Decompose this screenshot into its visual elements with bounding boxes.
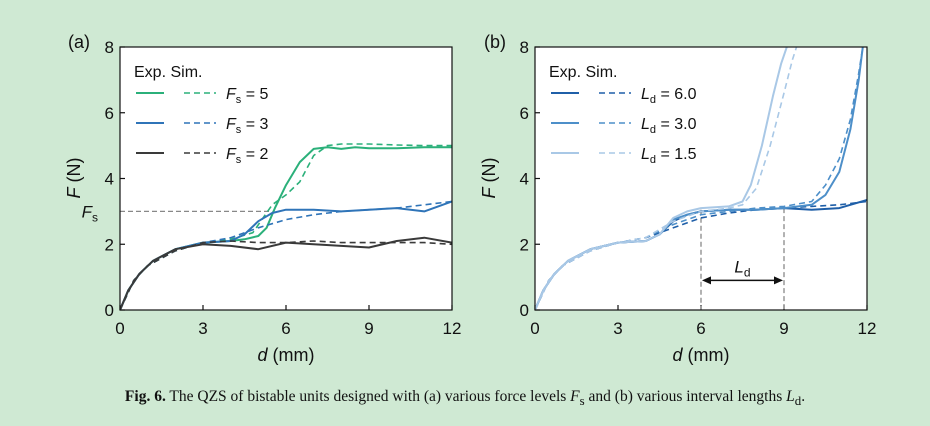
panel-a-legend-label-fs-3: Fs = 3 (226, 116, 269, 136)
panel-b-legend-label-ld-1-5: Ld = 1.5 (641, 146, 697, 166)
panel-a-ytick-label-2: 4 (105, 170, 114, 189)
panel-b-xtick-label-0: 0 (530, 319, 539, 338)
caption-var-1: F (570, 388, 580, 405)
ld-annotation-label: Ld (734, 257, 750, 279)
panel-b-series-ld-6-0-sim (535, 200, 867, 310)
panel-b-ylabel: F (N) (479, 158, 499, 199)
panel-b-xtick-label-1: 3 (613, 319, 622, 338)
panel-a-xtick-label-3: 9 (364, 319, 373, 338)
ld-arrowhead-left (702, 276, 711, 285)
caption-text-3: . (801, 388, 806, 405)
caption-text-1: The QZS of bistable units designed with … (165, 388, 571, 405)
caption-fig-number: Fig. 6. (124, 388, 166, 405)
panel-a-series-fs-3-sim (120, 200, 452, 310)
panel-b-ticks: 0 3 6 9 12 0 2 4 6 8 (520, 38, 877, 338)
panel-b-legend-header: Exp. Sim. (549, 64, 617, 81)
panel-a-ylabel: F (N) (64, 158, 84, 199)
caption-var-2: L (786, 388, 795, 405)
panel-a-series (120, 143, 452, 310)
panel-b-ytick-label-1: 2 (520, 235, 529, 254)
panel-a-xlabel: d (mm) (258, 345, 315, 365)
panel-a-legend-label-fs-5: Fs = 5 (226, 86, 269, 106)
panel-a-xtick-label-1: 3 (198, 319, 207, 338)
panel-b-xlabel: d (mm) (673, 345, 730, 365)
panel-b-series-ld-1-5-exp (535, 47, 788, 310)
ld-arrowhead-right (774, 276, 783, 285)
panel-a-series-fs-2-exp (120, 236, 452, 310)
panel-b-ytick-label-4: 8 (520, 38, 529, 57)
panel-b: (b) 0 3 6 9 12 0 2 4 6 8 Ld Exp. Sim. Ld = 6.0 Ld … (479, 32, 876, 365)
panel-a-xtick-label-4: 12 (443, 319, 462, 338)
caption-sub-2: d (794, 393, 802, 409)
fs-annotation-label: Fs (82, 202, 98, 224)
panel-a-ytick-label-4: 8 (105, 38, 114, 57)
panel-a-xtick-label-2: 6 (281, 319, 290, 338)
panel-b-xtick-label-2: 6 (696, 319, 705, 338)
panel-b-series (535, 47, 867, 310)
panel-a-xtick-label-0: 0 (115, 319, 124, 338)
caption-sub-1: s (579, 393, 585, 409)
panel-b-label: (b) (484, 32, 506, 52)
panel-a-ticks: 0 3 6 9 12 0 2 4 6 8 (105, 38, 462, 338)
panel-b-ytick-label-2: 4 (520, 170, 529, 189)
panel-a-legend-label-fs-2: Fs = 2 (226, 146, 269, 166)
caption-text-2: and (b) various interval lengths (584, 388, 787, 405)
panel-a-legend: Exp. Sim. Fs = 5 Fs = 3 Fs = 2 (134, 64, 269, 166)
panel-a-ytick-label-3: 6 (105, 104, 114, 123)
panel-b-legend: Exp. Sim. Ld = 6.0 Ld = 3.0 Ld = 1.5 (549, 64, 697, 166)
panel-a-ytick-label-1: 2 (105, 235, 114, 254)
panel-a-annotation: Fs (82, 202, 273, 224)
figure-caption: Fig. 6. The QZS of bistable units design… (0, 388, 930, 409)
panel-b-ytick-label-3: 6 (520, 104, 529, 123)
panel-b-annotation: Ld (700, 208, 785, 310)
panel-a-label: (a) (68, 32, 90, 52)
panel-a-frame (119, 46, 453, 311)
panel-b-series-ld-1-5-sim (535, 47, 798, 310)
panel-b-legend-label-ld-3-0: Ld = 3.0 (641, 116, 697, 136)
panel-a-legend-header: Exp. Sim. (134, 64, 202, 81)
panel-b-frame (534, 46, 868, 311)
panel-b-xtick-label-3: 9 (779, 319, 788, 338)
panel-b-ytick-label-0: 0 (520, 301, 529, 320)
panel-b-legend-label-ld-6-0: Ld = 6.0 (641, 86, 697, 106)
panel-a-ytick-label-0: 0 (105, 301, 114, 320)
panel-a-plot-background (120, 47, 452, 310)
panel-b-xtick-label-4: 12 (858, 319, 877, 338)
panel-a: (a) 0 3 6 9 12 0 2 4 6 8 Fs Exp. Sim. Fs = 5 Fs = … (64, 32, 461, 365)
